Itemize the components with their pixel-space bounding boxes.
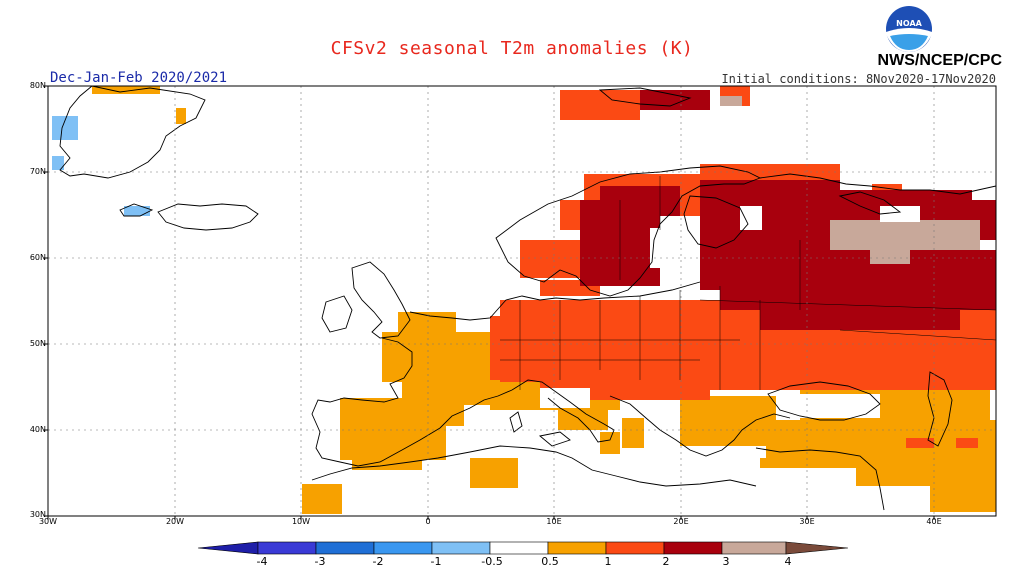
lon-label-30w: 30W	[38, 517, 58, 526]
colorbar-label: 0.5	[541, 555, 559, 568]
country-borders	[500, 176, 997, 390]
colorbar-label: -2	[372, 555, 384, 568]
lat-label-30n: 30N	[29, 510, 46, 519]
colorbar-label: 1	[604, 555, 612, 568]
graticule	[48, 86, 996, 516]
noaa-logo: NOAA	[886, 6, 932, 52]
colorbar-label: 3	[722, 555, 730, 568]
svg-text:NOAA: NOAA	[896, 19, 922, 28]
lat-label-70n: 70N	[29, 167, 46, 176]
lon-label-40e: 40E	[926, 517, 942, 526]
map-frame	[47, 85, 997, 517]
lat-label-40n: 40N	[29, 425, 46, 434]
lon-label-10w: 10W	[291, 517, 311, 526]
colorbar-label: -1	[430, 555, 442, 568]
anomaly-fill-2-3	[580, 90, 996, 330]
map-title: CFSv2 seasonal T2m anomalies (K)	[330, 38, 694, 59]
lon-label-20e: 20E	[673, 517, 689, 526]
coastlines	[59, 85, 997, 511]
lon-label-0: 0	[425, 517, 431, 526]
lat-label-80n: 80N	[29, 81, 46, 90]
lon-label-10e: 10E	[546, 517, 562, 526]
lat-label-60n: 60N	[29, 253, 46, 262]
colorbar-label: -3	[314, 555, 326, 568]
lon-label-30e: 30E	[799, 517, 815, 526]
colorbar-label: 2	[662, 555, 670, 568]
lon-label-20w: 20W	[165, 517, 185, 526]
anomaly-fill-3-4	[720, 96, 980, 264]
colorbar-label: -0.5	[481, 555, 503, 568]
colorbar-label: 4	[784, 555, 792, 568]
agency-label: NWS/NCEP/CPC	[877, 52, 1002, 69]
initial-conditions-label: Initial conditions: 8Nov2020-17Nov2020	[721, 72, 996, 86]
colorbar-label: -4	[256, 555, 268, 568]
anomaly-fill-negative	[52, 116, 150, 216]
season-label: Dec-Jan-Feb 2020/2021	[50, 70, 228, 86]
lat-label-50n: 50N	[29, 339, 46, 348]
